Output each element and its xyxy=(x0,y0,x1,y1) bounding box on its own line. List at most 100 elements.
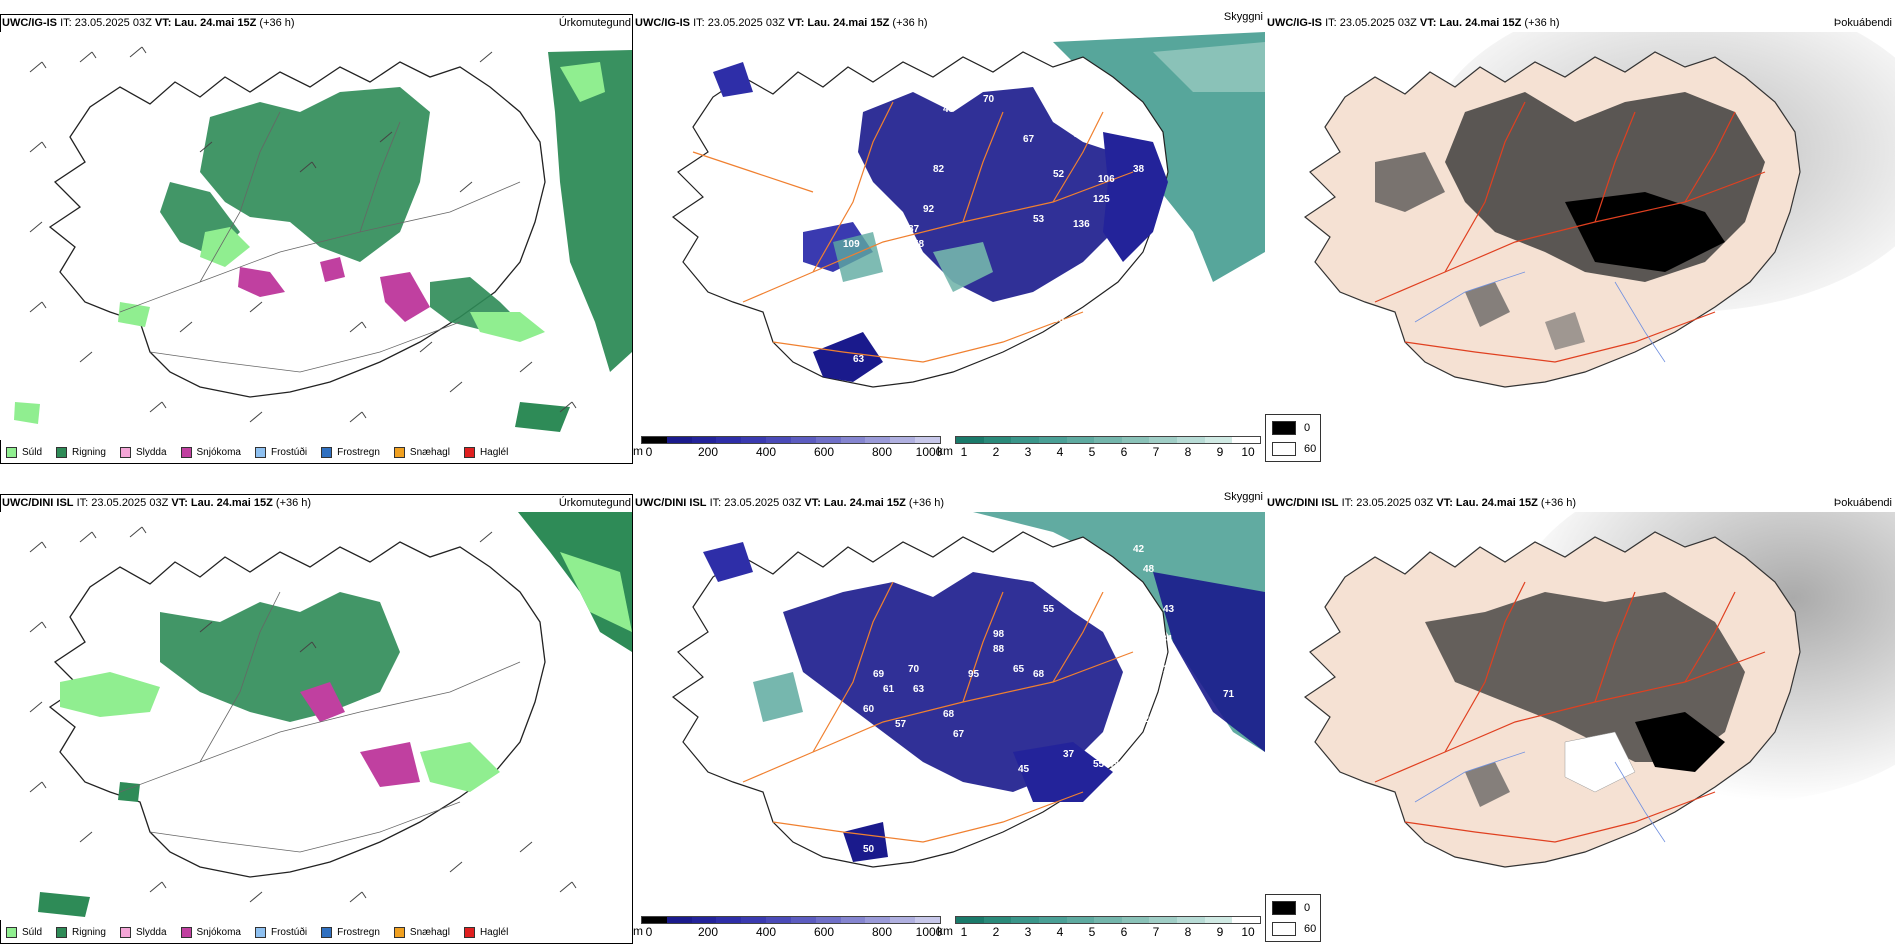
tick-label: 8 xyxy=(1184,445,1192,459)
visibility-value: 65 xyxy=(1013,664,1025,675)
valid-time: Lau. 24.mai 15Z xyxy=(807,17,890,29)
tick-label: 8 xyxy=(1184,925,1192,939)
fog-legend-value: 0 xyxy=(1304,902,1311,914)
legend-label: Slydda xyxy=(135,926,167,938)
visibility-value: 37 xyxy=(1053,294,1065,305)
visibility-value: 50 xyxy=(963,309,975,320)
fog-panel-2: UWC/DINI ISL IT: 23.05.2025 03Z VT: Lau.… xyxy=(1265,494,1900,944)
legend-item: Frostregn xyxy=(321,446,380,458)
tick-label: 9 xyxy=(1216,445,1224,459)
tick-label: 4 xyxy=(1056,445,1064,459)
visibility-value: 50 xyxy=(863,844,875,855)
precip-legend-2: Súld Rigning Slydda Snjókoma Frostúði Fr… xyxy=(0,921,632,943)
precip-title-2: Úrkomutegund xyxy=(558,497,631,509)
legend-swatch xyxy=(6,926,17,938)
visibility-unit: km xyxy=(937,444,953,458)
visibility-value: 136 xyxy=(1073,219,1090,230)
tick-label: 10 xyxy=(1241,445,1255,459)
visibility-value: 71 xyxy=(1223,689,1235,700)
model-name: UWC/IG-IS xyxy=(1267,17,1322,29)
visibility-value: 67 xyxy=(1023,134,1035,145)
row-2: UWC/DINI ISL IT: 23.05.2025 03Z VT: Lau.… xyxy=(0,480,1900,950)
fog-legend-row: 60 xyxy=(1272,442,1316,456)
fog-swatch-black xyxy=(1272,421,1296,435)
legend-item: Slydda xyxy=(119,446,167,458)
fog-swatch-black xyxy=(1272,901,1296,915)
visibility-map-2: 65 66 130 42 48 43 84 106 101 71 121 92 … xyxy=(633,512,1265,912)
fog-legend-1: 0 60 xyxy=(1265,414,1321,462)
init-time: IT: 23.05.2025 03Z xyxy=(76,497,169,509)
tick-label: 3 xyxy=(1024,925,1032,939)
visibility-value: 95 xyxy=(968,669,980,680)
lead-time: (+36 h) xyxy=(892,17,928,29)
legend-item: Frostúði xyxy=(254,926,307,938)
precip-map-2 xyxy=(0,512,632,920)
visibility-value: 38 xyxy=(1053,314,1065,325)
precip-header-1: UWC/IG-IS IT: 23.05.2025 03Z VT: Lau. 24… xyxy=(2,14,633,32)
visibility-value: 67 xyxy=(953,729,965,740)
visibility-unit: km xyxy=(937,924,953,938)
valid-time: Lau. 24.mai 15Z xyxy=(190,497,273,509)
tick-label: 800 xyxy=(871,925,893,939)
fog-legend-row: 0 xyxy=(1272,901,1310,915)
legend-swatch xyxy=(56,446,68,458)
legend-item: Haglél xyxy=(463,446,508,458)
visibility-value: 42 xyxy=(1133,544,1145,555)
legend-label: Snjókoma xyxy=(196,446,241,458)
visibility-value: 63 xyxy=(913,684,925,695)
legend-label: Rigning xyxy=(72,446,106,458)
height-ramp xyxy=(641,436,941,444)
visibility-value: 48 xyxy=(1143,564,1155,575)
fog-legend-row: 60 xyxy=(1272,922,1316,936)
tick-label: 400 xyxy=(755,445,777,459)
tick-label: 200 xyxy=(697,925,719,939)
visibility-value: 77 xyxy=(1008,314,1020,325)
valid-time: Lau. 24.mai 15Z xyxy=(1455,497,1538,509)
legend-swatch xyxy=(254,926,266,938)
visibility-value: 87 xyxy=(908,224,920,235)
visibility-value: 60 xyxy=(863,704,875,715)
legend-swatch xyxy=(254,446,266,458)
legend-swatch xyxy=(463,446,475,458)
visibility-ramp xyxy=(955,436,1261,444)
visibility-value: 61 xyxy=(883,684,895,695)
legend-label: Frostregn xyxy=(337,926,380,938)
vt-prefix: VT: xyxy=(1436,497,1453,509)
vt-prefix: VT: xyxy=(171,497,188,509)
tick-label: 5 xyxy=(1088,445,1096,459)
legend-item: Snæhagl xyxy=(393,926,450,938)
fog-swatch-white xyxy=(1272,922,1296,936)
visibility-value: 65 xyxy=(1073,554,1085,565)
visibility-value: 106 xyxy=(1163,664,1180,675)
tick-label: 0 xyxy=(645,925,653,939)
legend-swatch xyxy=(180,926,192,938)
legend-label: Snæhagl xyxy=(409,446,450,458)
valid-time: Lau. 24.mai 15Z xyxy=(1439,17,1522,29)
tick-label: 600 xyxy=(813,445,835,459)
legend-swatch xyxy=(321,446,333,458)
visibility-value: 121 xyxy=(1153,729,1170,740)
height-colorbar-2: m 0 200 400 600 800 1000 xyxy=(633,916,943,940)
precip-legend-1: Súld Rigning Slydda Snjókoma Frostúði Fr… xyxy=(0,441,632,463)
legend-item: Snjókoma xyxy=(180,446,241,458)
fog-legend-value: 60 xyxy=(1304,923,1317,935)
lead-time: (+36 h) xyxy=(1540,497,1577,509)
visibility-value: 78 xyxy=(1073,129,1085,140)
fog-header-2: UWC/DINI ISL IT: 23.05.2025 03Z VT: Lau.… xyxy=(1267,494,1900,512)
visibility-value: 69 xyxy=(873,669,885,680)
visibility-value: 178 xyxy=(1193,289,1210,300)
visibility-value: 112 xyxy=(1148,239,1165,250)
vt-prefix: VT: xyxy=(804,497,821,509)
tick-label: 600 xyxy=(813,925,835,939)
legend-item: Haglél xyxy=(463,926,508,938)
tick-label: 3 xyxy=(1024,445,1032,459)
height-colorbar-1: m 0 200 400 600 800 1000 xyxy=(633,436,943,460)
visibility-ticks: 1 2 3 4 5 6 7 8 9 10 xyxy=(943,445,1263,459)
visibility-value: 119 xyxy=(1133,279,1150,290)
tick-label: 1 xyxy=(960,445,968,459)
height-ticks: 0 200 400 600 800 1000 xyxy=(633,925,943,939)
legend-swatch xyxy=(321,926,333,938)
visibility-panel-2: UWC/DINI ISL IT: 23.05.2025 03Z VT: Lau.… xyxy=(633,491,1265,944)
precip-header-2: UWC/DINI ISL IT: 23.05.2025 03Z VT: Lau.… xyxy=(2,494,633,512)
visibility-panel-1: UWC/IG-IS IT: 23.05.2025 03Z VT: Lau. 24… xyxy=(633,11,1265,464)
